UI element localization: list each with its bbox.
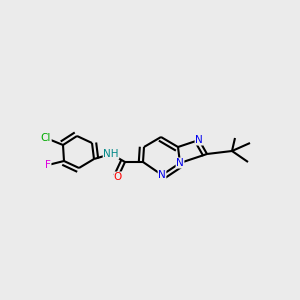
Text: N: N: [176, 158, 184, 168]
Text: O: O: [114, 172, 122, 182]
Text: F: F: [45, 160, 51, 170]
Text: N: N: [195, 135, 203, 145]
Text: N: N: [158, 170, 166, 180]
Text: Cl: Cl: [41, 133, 51, 143]
Text: NH: NH: [103, 149, 119, 159]
